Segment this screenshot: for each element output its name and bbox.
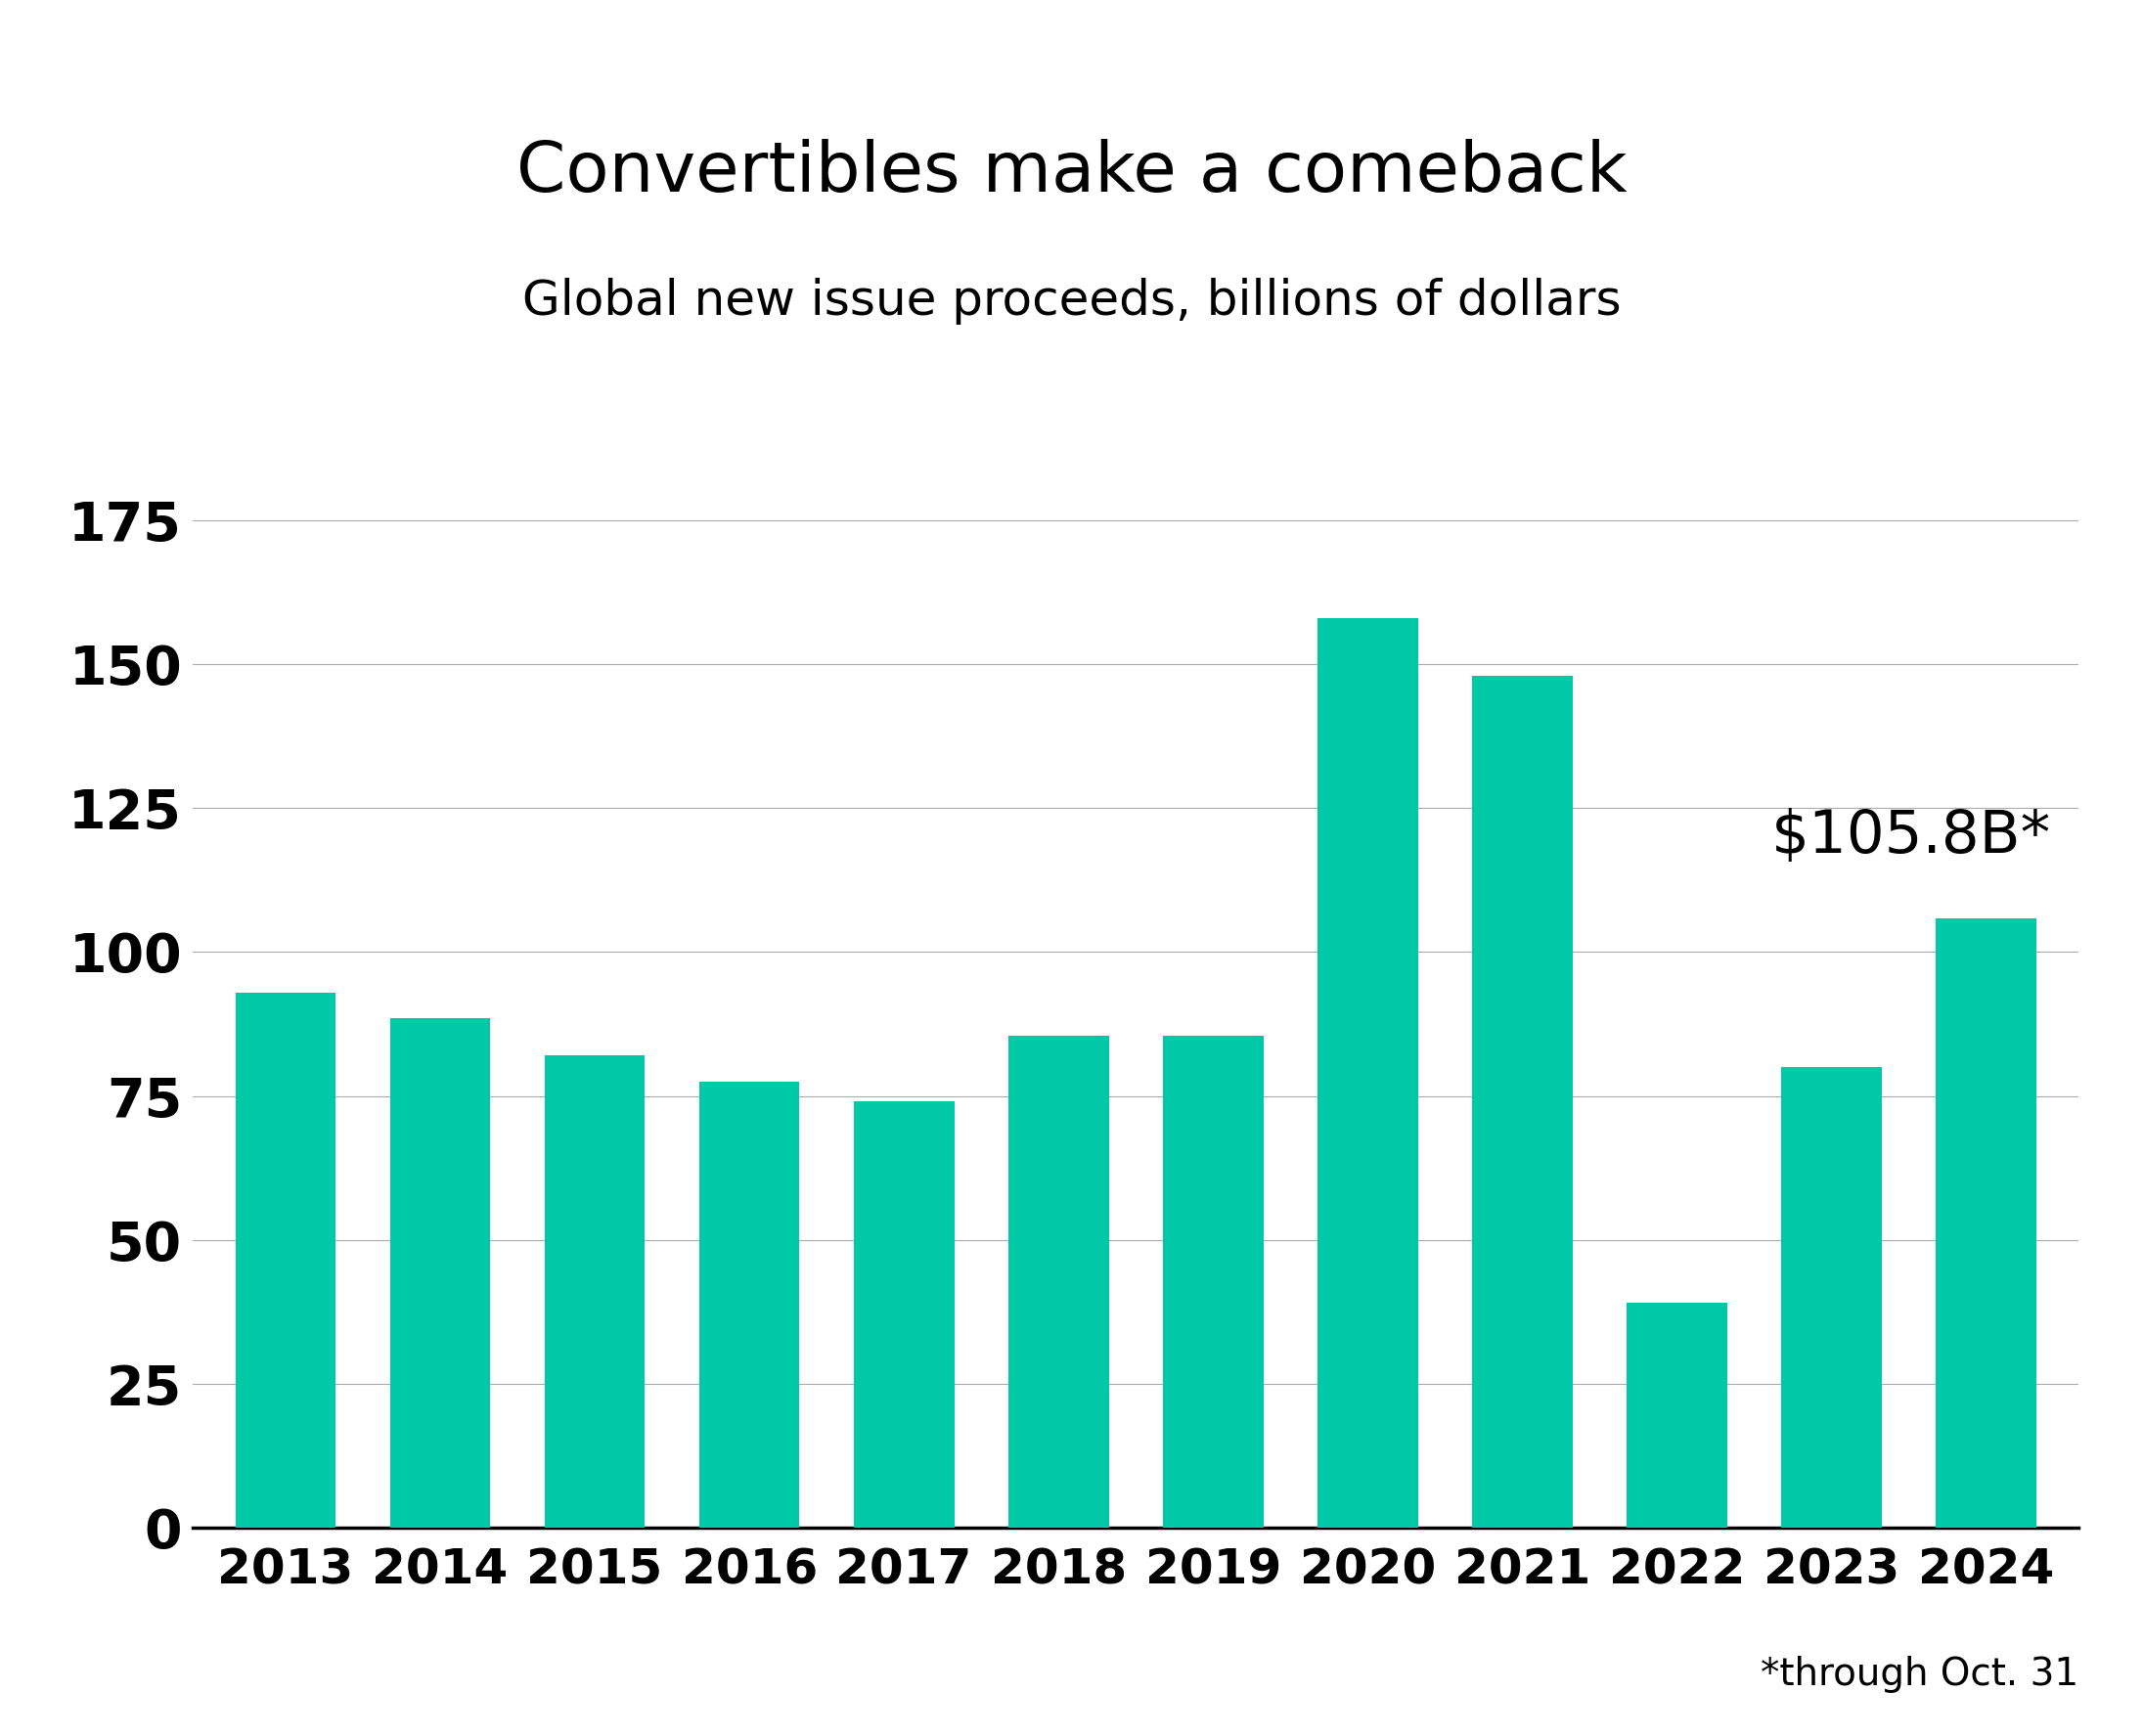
Bar [1935, 918, 2036, 1528]
Bar [699, 1082, 799, 1528]
Text: $105.8B*: $105.8B* [1770, 807, 2051, 866]
Bar [236, 993, 336, 1528]
Bar [1472, 675, 1573, 1528]
Text: Global new issue proceeds, billions of dollars: Global new issue proceeds, billions of d… [523, 278, 1620, 325]
Bar [853, 1102, 954, 1528]
Bar [1164, 1035, 1264, 1528]
Bar [544, 1055, 645, 1528]
Bar [1318, 618, 1419, 1528]
Bar [1627, 1304, 1727, 1528]
Bar [1781, 1068, 1882, 1528]
Bar [1007, 1035, 1108, 1528]
Text: *through Oct. 31: *through Oct. 31 [1762, 1656, 2079, 1693]
Bar [390, 1019, 491, 1528]
Text: Convertibles make a comeback: Convertibles make a comeback [516, 139, 1627, 207]
